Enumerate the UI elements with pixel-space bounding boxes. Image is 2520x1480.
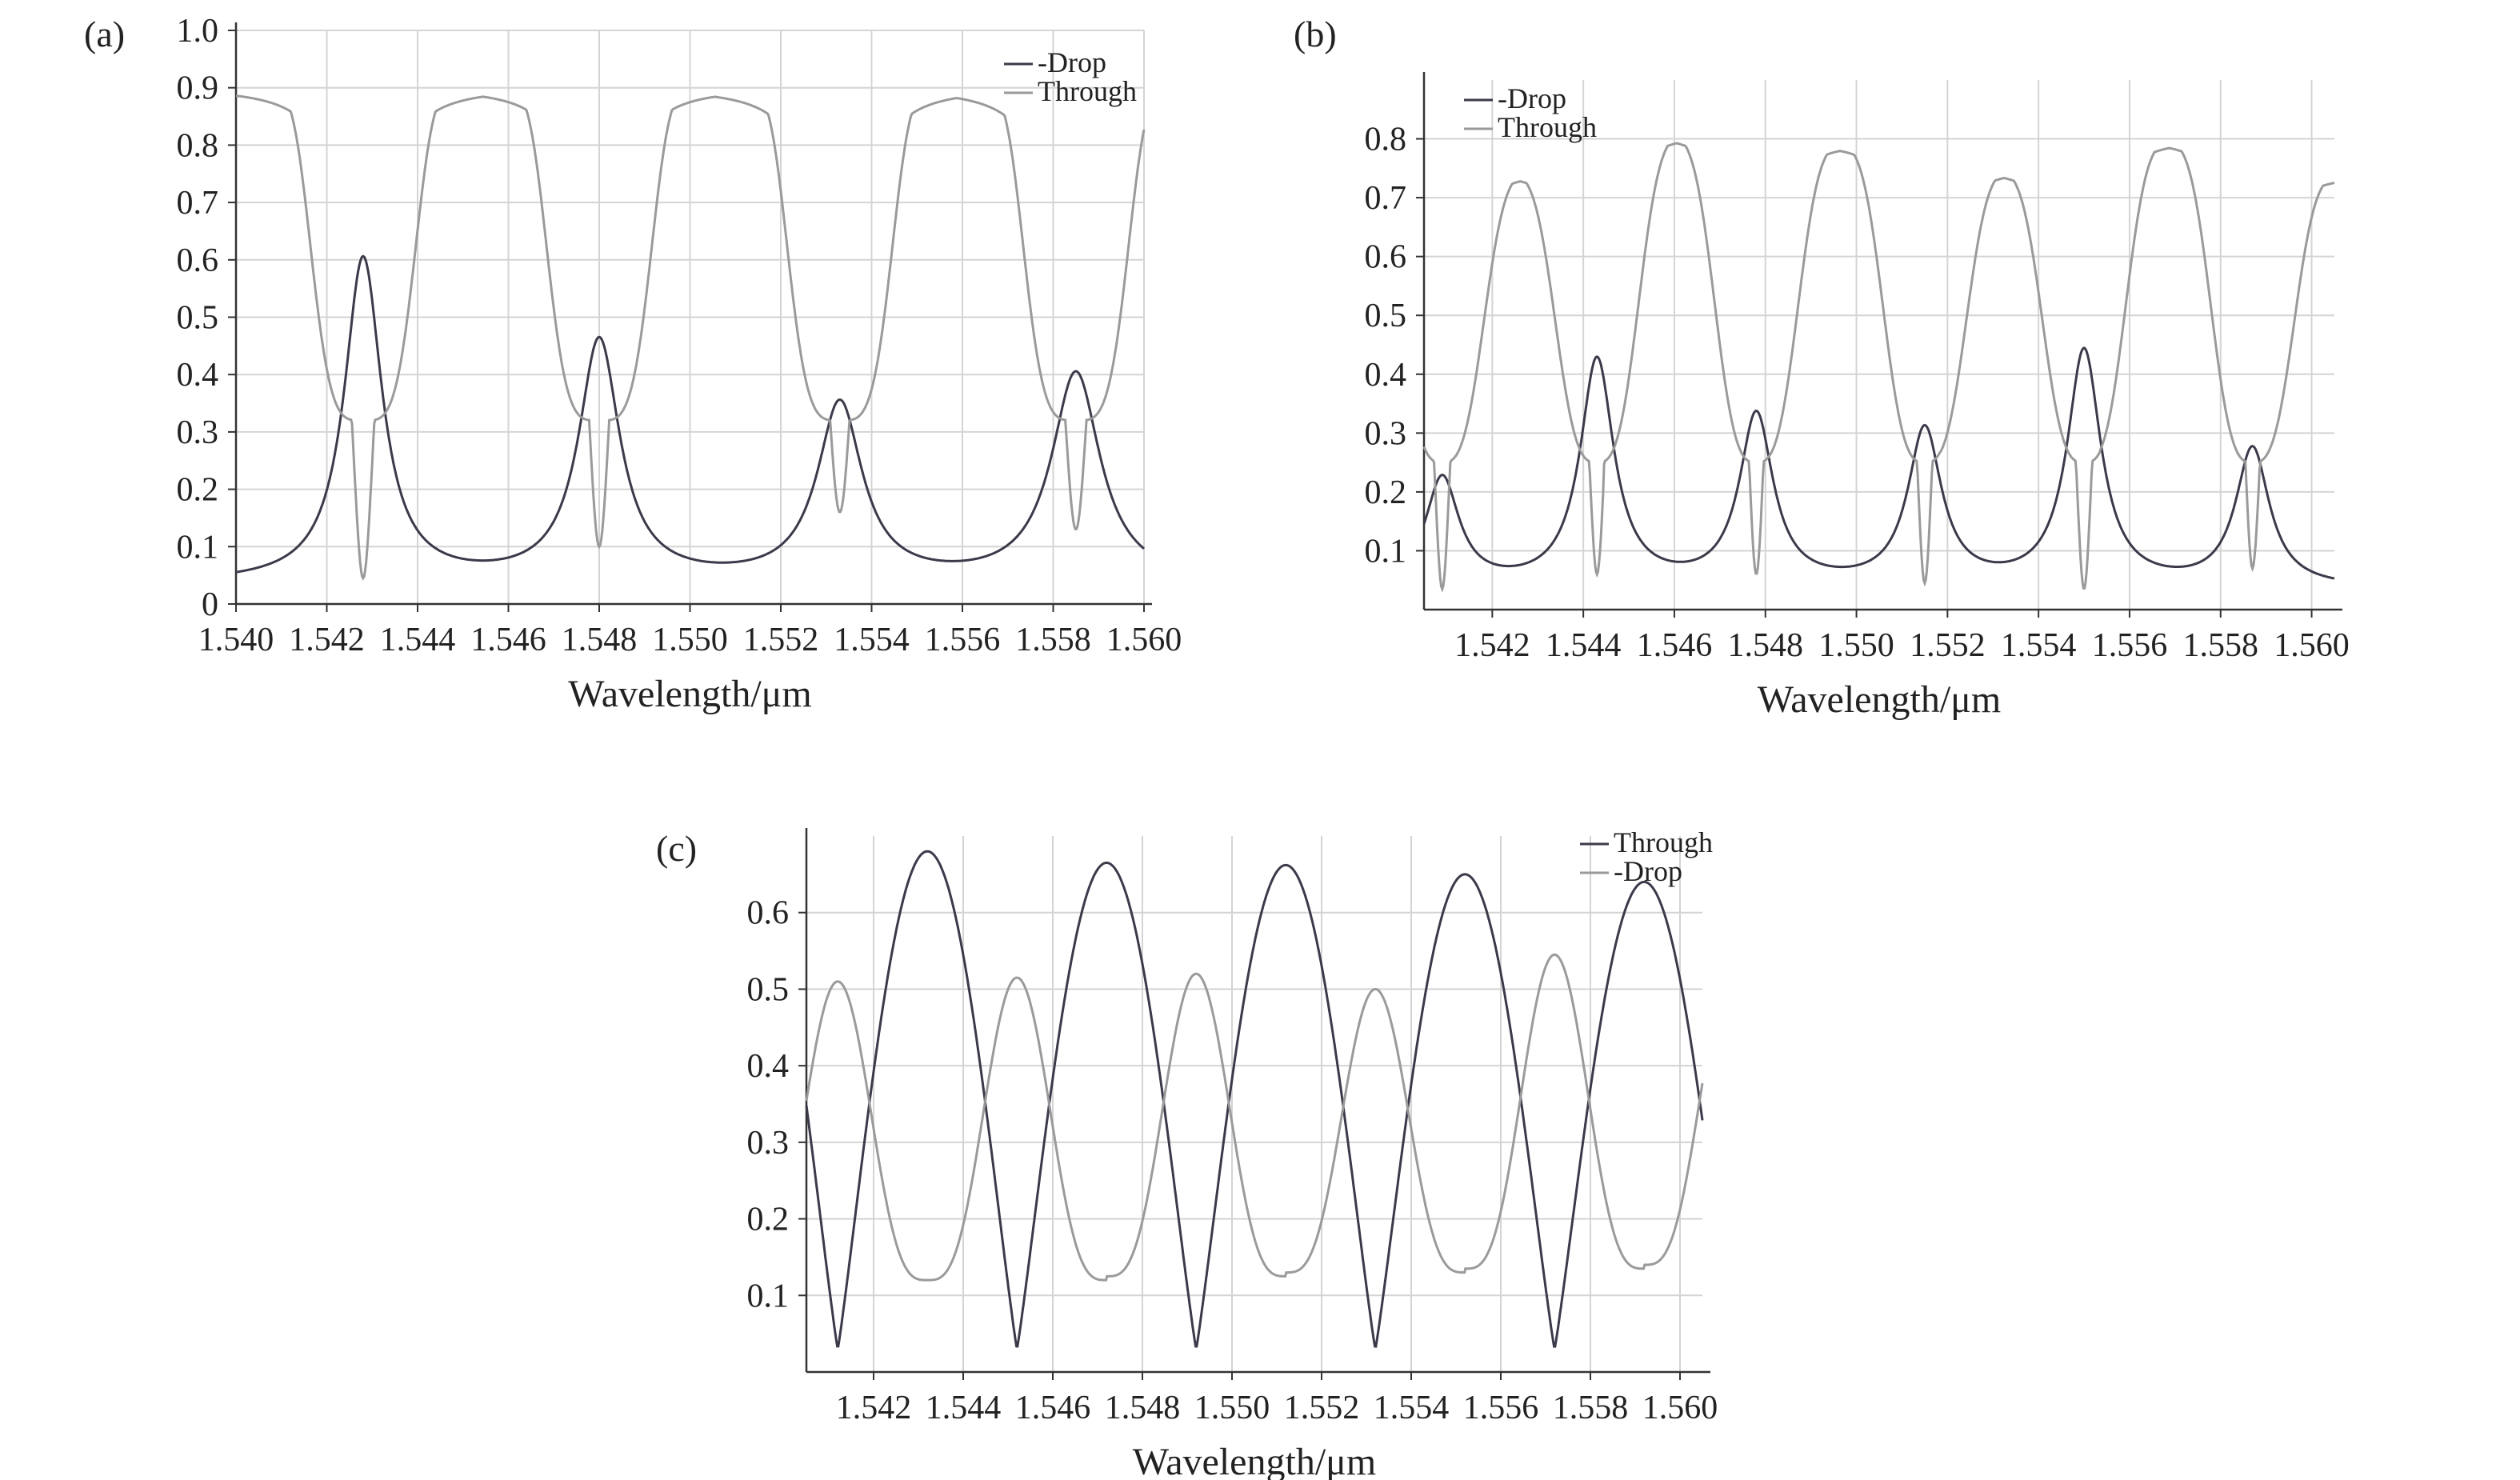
x-tick-label: 1.548: [562, 622, 638, 658]
y-tick-label: 0.5: [747, 971, 790, 1008]
series-line-through: [805, 850, 1704, 1348]
x-tick-label: 1.552: [1284, 1390, 1360, 1426]
x-tick-label: 1.548: [1105, 1390, 1181, 1426]
y-tick-label: 0.2: [177, 472, 219, 509]
x-tick-label: 1.544: [926, 1390, 1002, 1426]
y-tick-label: 0.4: [1365, 357, 1407, 394]
x-tick-label: 1.556: [925, 622, 1001, 658]
x-tick-label: 1.546: [1015, 1390, 1091, 1426]
series-line-through: [235, 94, 1146, 581]
x-tick-label: 1.552: [1910, 627, 1986, 664]
y-tick-label: 0.1: [177, 529, 219, 566]
x-tick-label: 1.560: [1642, 1390, 1718, 1426]
series-line-drop: [805, 953, 1704, 1282]
legend-label: Through: [1614, 826, 1713, 858]
legend-label: -Drop: [1614, 855, 1682, 887]
y-tick-label: 0.6: [177, 242, 219, 279]
x-tick-label: 1.544: [1546, 627, 1622, 664]
legend-label: Through: [1498, 111, 1597, 143]
y-tick-label: 0.1: [1365, 533, 1407, 570]
panel-label: (c): [656, 828, 697, 869]
x-tick-label: 1.540: [198, 622, 274, 658]
x-tick-label: 1.542: [836, 1390, 912, 1426]
x-tick-label: 1.558: [1553, 1390, 1629, 1426]
y-tick-label: 0.6: [1365, 239, 1407, 276]
x-tick-label: 1.554: [1374, 1390, 1450, 1426]
x-tick-label: 1.546: [1637, 627, 1713, 664]
x-tick-label: 1.558: [2183, 627, 2259, 664]
y-tick-label: 0.3: [177, 414, 219, 451]
legend-label: -Drop: [1038, 46, 1106, 78]
x-axis-title: Wavelength/μm: [1758, 678, 2001, 721]
x-tick-label: 1.556: [2092, 627, 2168, 664]
y-tick-label: 0.3: [1365, 415, 1407, 452]
x-tick-label: 1.554: [834, 622, 910, 658]
legend-label: Through: [1038, 75, 1137, 107]
series-line-drop: [235, 254, 1145, 574]
x-axis-title: Wavelength/μm: [1133, 1441, 1376, 1480]
chart-panel-a: (a) 1.540 1.542 1.544 1.546 1.548 1.550 1.552 1.…: [84, 13, 1182, 715]
x-tick-label: 1.544: [380, 622, 456, 658]
y-tick-label: 0.8: [177, 127, 219, 164]
x-tick-label: 1.554: [2001, 627, 2077, 664]
x-tick-label: 1.560: [2274, 627, 2350, 664]
y-tick-label: 0.6: [747, 895, 790, 932]
chart-panel-c: (c) 1.542 1.544 1.546 1.548 1.550 1.552 1.554 1.…: [656, 826, 1718, 1480]
y-tick-label: 0.3: [747, 1125, 790, 1162]
y-tick-label: 0.7: [177, 185, 219, 222]
series-line-through: [1422, 142, 2335, 593]
y-tick-label: 0.2: [747, 1202, 790, 1238]
y-tick-label: 0.9: [177, 70, 219, 107]
y-tick-label: 0.8: [1365, 122, 1407, 158]
x-tick-label: 1.560: [1106, 622, 1182, 658]
y-tick-label: 0.4: [177, 357, 219, 394]
panel-label: (b): [1294, 14, 1337, 54]
x-tick-label: 1.546: [470, 622, 546, 658]
y-tick-label: 0.5: [1365, 298, 1407, 334]
x-tick-label: 1.548: [1728, 627, 1804, 664]
panel-label: (a): [84, 14, 125, 54]
y-tick-label: 0.4: [747, 1048, 790, 1085]
x-tick-label: 1.542: [1454, 627, 1530, 664]
y-tick-label: 0: [202, 586, 218, 623]
legend-label: -Drop: [1498, 82, 1566, 114]
x-tick-label: 1.550: [1818, 627, 1894, 664]
y-tick-label: 0.1: [747, 1278, 790, 1314]
x-tick-label: 1.550: [1194, 1390, 1270, 1426]
x-tick-label: 1.552: [743, 622, 819, 658]
x-axis-title: Wavelength/μm: [568, 673, 811, 715]
chart-panel-b: (b) 1.542 1.544 1.546 1.548 1.550 1.552 1.554 1.…: [1294, 14, 2350, 721]
y-tick-label: 1.0: [177, 13, 219, 50]
x-tick-label: 1.558: [1015, 622, 1091, 658]
x-tick-label: 1.550: [652, 622, 728, 658]
x-tick-label: 1.556: [1463, 1390, 1539, 1426]
y-tick-label: 0.2: [1365, 474, 1407, 511]
y-tick-label: 0.5: [177, 300, 219, 337]
series-line-drop: [1422, 346, 2335, 580]
x-tick-label: 1.542: [289, 622, 365, 658]
y-tick-label: 0.7: [1365, 180, 1407, 217]
